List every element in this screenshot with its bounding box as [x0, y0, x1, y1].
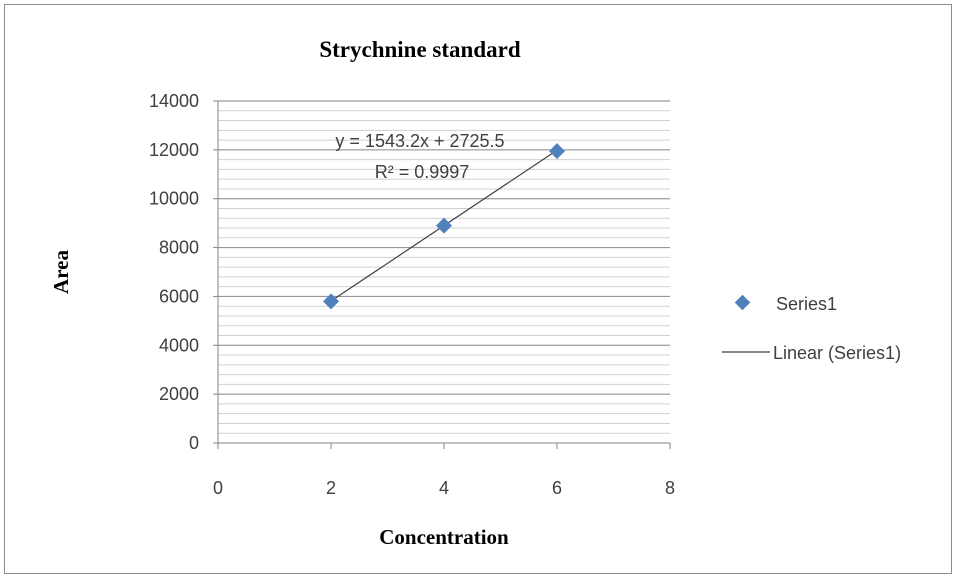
minor-gridlines [218, 110, 670, 434]
chart-area [4, 4, 952, 574]
legend-series-marker [734, 294, 751, 311]
major-gridlines [218, 100, 670, 395]
y-tick-label: 0 [189, 433, 199, 453]
y-tick-label: 10000 [149, 189, 199, 209]
trendline-equation: y = 1543.2x + 2725.5 [335, 131, 504, 151]
data-point [549, 143, 565, 160]
y-tick-label: 14000 [149, 91, 199, 111]
x-tick-label: 2 [326, 478, 336, 498]
y-tick-labels: 0 2000 4000 6000 8000 10000 12000 14000 [149, 91, 199, 453]
chart-title: Strychnine standard [319, 37, 520, 62]
trendline-r2: R² = 0.9997 [375, 162, 470, 182]
x-axis-label: Concentration [379, 525, 509, 549]
y-axis-label: Area [49, 250, 73, 294]
data-point [436, 217, 452, 234]
y-tick-label: 6000 [159, 286, 199, 306]
x-tick-label: 4 [439, 478, 449, 498]
y-tick-label: 2000 [159, 384, 199, 404]
legend-series-label: Series1 [776, 294, 837, 314]
data-points [323, 143, 565, 310]
legend: Series1 Linear (Series1) [722, 294, 901, 363]
x-tick-label: 8 [665, 478, 675, 498]
legend-trendline-label: Linear (Series1) [773, 343, 901, 363]
axes [213, 100, 671, 449]
x-tick-label: 6 [552, 478, 562, 498]
x-tick-label: 0 [213, 478, 223, 498]
y-tick-label: 8000 [159, 238, 199, 258]
y-tick-label: 12000 [149, 140, 199, 160]
x-tick-labels: 0 2 4 6 8 [213, 478, 675, 498]
data-point [323, 293, 339, 310]
y-tick-label: 4000 [159, 335, 199, 355]
